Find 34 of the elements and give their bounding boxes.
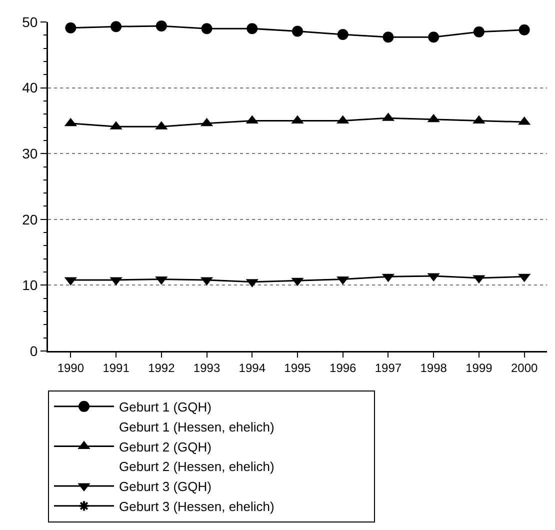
- point: [156, 20, 167, 32]
- x-tick-label: 1990: [57, 360, 84, 375]
- x-tick-label: 1991: [102, 360, 130, 375]
- x-tick-label: 2000: [510, 360, 538, 375]
- point: [337, 29, 348, 40]
- x-tick-label: 1995: [284, 360, 312, 375]
- text: Geburt 2 (Hessen, ehelich): [119, 459, 274, 474]
- point: [473, 26, 484, 38]
- point: [428, 32, 440, 43]
- x-tick-label: 1992: [148, 360, 176, 375]
- legend-label: Geburt 2 (GQH): [119, 439, 212, 454]
- x-tick-label: 1997: [374, 360, 402, 375]
- point: [201, 23, 212, 34]
- y-tick-label: 30: [22, 146, 38, 162]
- point: [246, 23, 258, 34]
- point: [110, 21, 122, 32]
- x-tick-label: 1999: [466, 360, 493, 375]
- legend-label: Geburt 3 (Hessen, ehelich): [119, 499, 274, 514]
- y-tick-label: 0: [30, 342, 38, 359]
- point: [292, 26, 303, 37]
- point: [65, 22, 76, 34]
- y-tick-label: 40: [22, 80, 38, 96]
- y-tick-label: 20: [22, 211, 38, 228]
- x-tick-label: 1993: [193, 360, 220, 375]
- legend-label: Geburt 1 (GQH): [119, 400, 212, 414]
- legend-label: Geburt 3 (GQH): [119, 479, 212, 494]
- x-tick-label: 1996: [330, 360, 357, 375]
- point: [382, 32, 394, 43]
- x-tick-label: 1994: [238, 360, 266, 375]
- x-tick-label: 1998: [420, 360, 448, 375]
- y-tick-label: 10: [22, 277, 38, 294]
- text: Geburt 1 (Hessen, ehelich): [119, 419, 274, 434]
- y-tick-label: 50: [22, 14, 38, 30]
- point: [518, 24, 530, 36]
